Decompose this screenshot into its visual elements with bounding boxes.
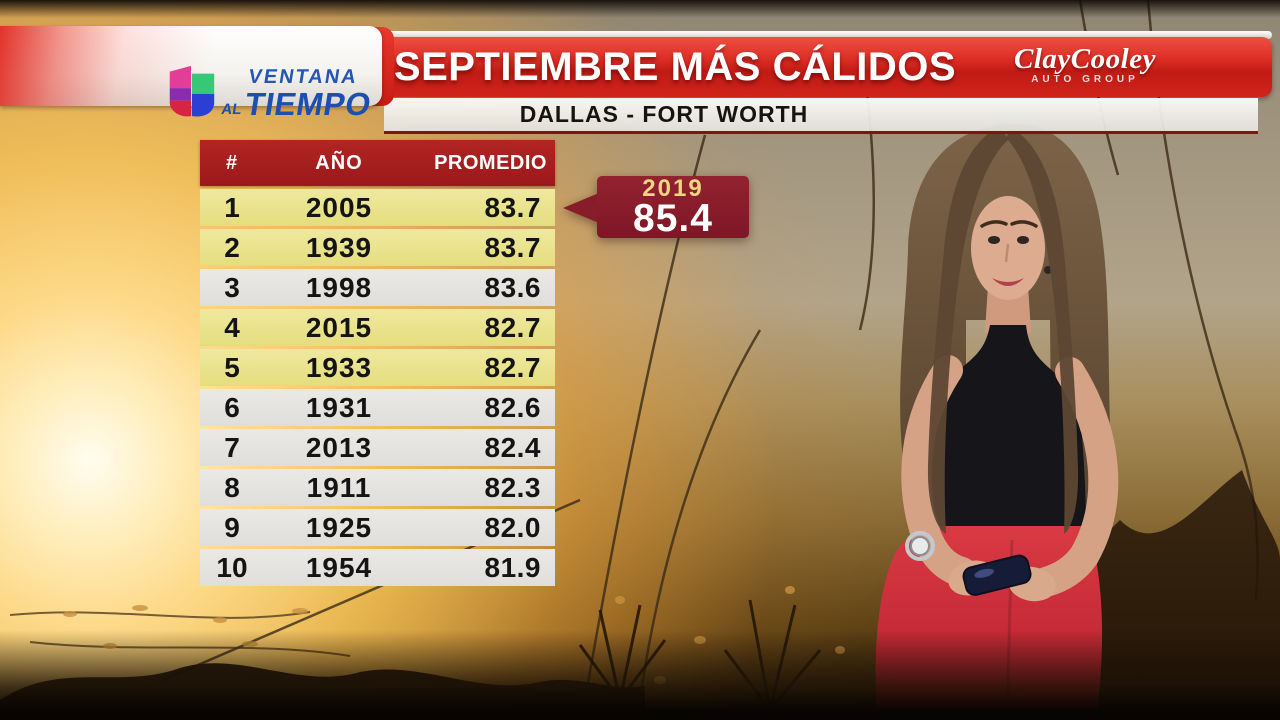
rank-cell: 8 xyxy=(224,471,240,503)
frame-top-shadow xyxy=(0,0,1280,18)
table-row: 1 2005 83.7 xyxy=(200,189,555,226)
column-header-rank: # xyxy=(225,151,239,174)
remote-clicker xyxy=(962,554,1032,596)
table-row: 9 1925 82.0 xyxy=(200,509,555,546)
rank-cell: 4 xyxy=(224,311,240,343)
column-header-avg: PROMEDIO xyxy=(434,151,547,174)
sponsor-name: ClayCooley xyxy=(1014,43,1156,75)
wrist-watch xyxy=(905,531,935,561)
header-shine-strip xyxy=(362,31,1272,39)
rank-cell: 2 xyxy=(224,231,240,263)
rank-cell: 10 xyxy=(216,551,248,583)
column-header-year: AÑO xyxy=(315,151,363,174)
univision-logo-icon xyxy=(169,65,215,117)
show-logo-plate: VENTANA AL TIEMPO xyxy=(0,26,382,122)
table-row: 4 2015 82.7 xyxy=(200,309,555,346)
program-title-line2: TIEMPO xyxy=(242,86,374,122)
table-row: 7 2013 82.4 xyxy=(200,429,555,466)
table-row: 6 1931 82.6 xyxy=(200,389,555,426)
year-cell: 1939 xyxy=(305,231,373,263)
rank-cell: 9 xyxy=(224,511,240,543)
avg-cell: 82.3 xyxy=(484,471,541,503)
year-cell: 1911 xyxy=(306,471,372,503)
rank-cell: 6 xyxy=(224,391,240,423)
presenter-photo xyxy=(875,123,1119,714)
page-title: SEPTIEMBRE MÁS CÁLIDOS xyxy=(393,44,957,89)
year-cell: 2013 xyxy=(305,431,373,463)
table-header-row: # AÑO PROMEDIO xyxy=(200,140,555,186)
callout-year: 2019 xyxy=(642,175,704,202)
callout-arrow-icon xyxy=(563,193,599,223)
program-title: VENTANA AL TIEMPO xyxy=(220,66,377,122)
callout-value: 85.4 xyxy=(633,197,713,240)
rank-cell: 5 xyxy=(224,351,240,383)
avg-cell: 82.4 xyxy=(484,431,541,463)
year-cell: 1933 xyxy=(305,351,373,383)
table-row: 2 1939 83.7 xyxy=(200,229,555,266)
location-subtitle: DALLAS - FORT WORTH xyxy=(519,101,809,127)
avg-cell: 82.7 xyxy=(484,311,541,343)
year-cell: 1931 xyxy=(305,391,373,423)
callout-body: 2019 85.4 xyxy=(597,176,749,238)
rank-cell: 3 xyxy=(224,271,240,303)
avg-cell: 82.7 xyxy=(484,351,541,383)
frame-bottom-shadow xyxy=(0,630,1280,720)
year-cell: 1925 xyxy=(305,511,373,543)
year-cell: 1998 xyxy=(305,271,373,303)
sponsor-tagline: AUTO GROUP xyxy=(1031,74,1139,85)
table-row: 3 1998 83.6 xyxy=(200,269,555,306)
avg-cell: 83.6 xyxy=(484,271,541,303)
ranking-table: # AÑO PROMEDIO 1 2005 83.7 2 1939 83.7 3… xyxy=(200,140,555,586)
table-row: 5 1933 82.7 xyxy=(200,349,555,386)
table-row: 8 1911 82.3 xyxy=(200,469,555,506)
year-cell: 1954 xyxy=(305,551,373,583)
avg-cell: 82.0 xyxy=(484,511,541,543)
table-row: 10 1954 81.9 xyxy=(200,549,555,586)
subtitle-bar: DALLAS - FORT WORTH xyxy=(384,98,1258,134)
avg-cell: 82.6 xyxy=(484,391,541,423)
header-title-bar: SEPTIEMBRE MÁS CÁLIDOS ClayCooley AUTO G… xyxy=(350,37,1272,97)
sponsor-logo: ClayCooley AUTO GROUP xyxy=(970,43,1200,85)
avg-cell: 83.7 xyxy=(484,231,541,263)
callout-2019: 2019 85.4 xyxy=(563,176,749,238)
program-title-al: AL xyxy=(220,101,243,118)
rank-cell: 1 xyxy=(224,191,240,223)
year-cell: 2015 xyxy=(305,311,373,343)
program-title-line1: VENTANA xyxy=(246,66,360,88)
rank-cell: 7 xyxy=(224,431,240,463)
avg-cell: 81.9 xyxy=(484,551,541,583)
year-cell: 2005 xyxy=(305,191,373,223)
avg-cell: 83.7 xyxy=(484,191,541,223)
